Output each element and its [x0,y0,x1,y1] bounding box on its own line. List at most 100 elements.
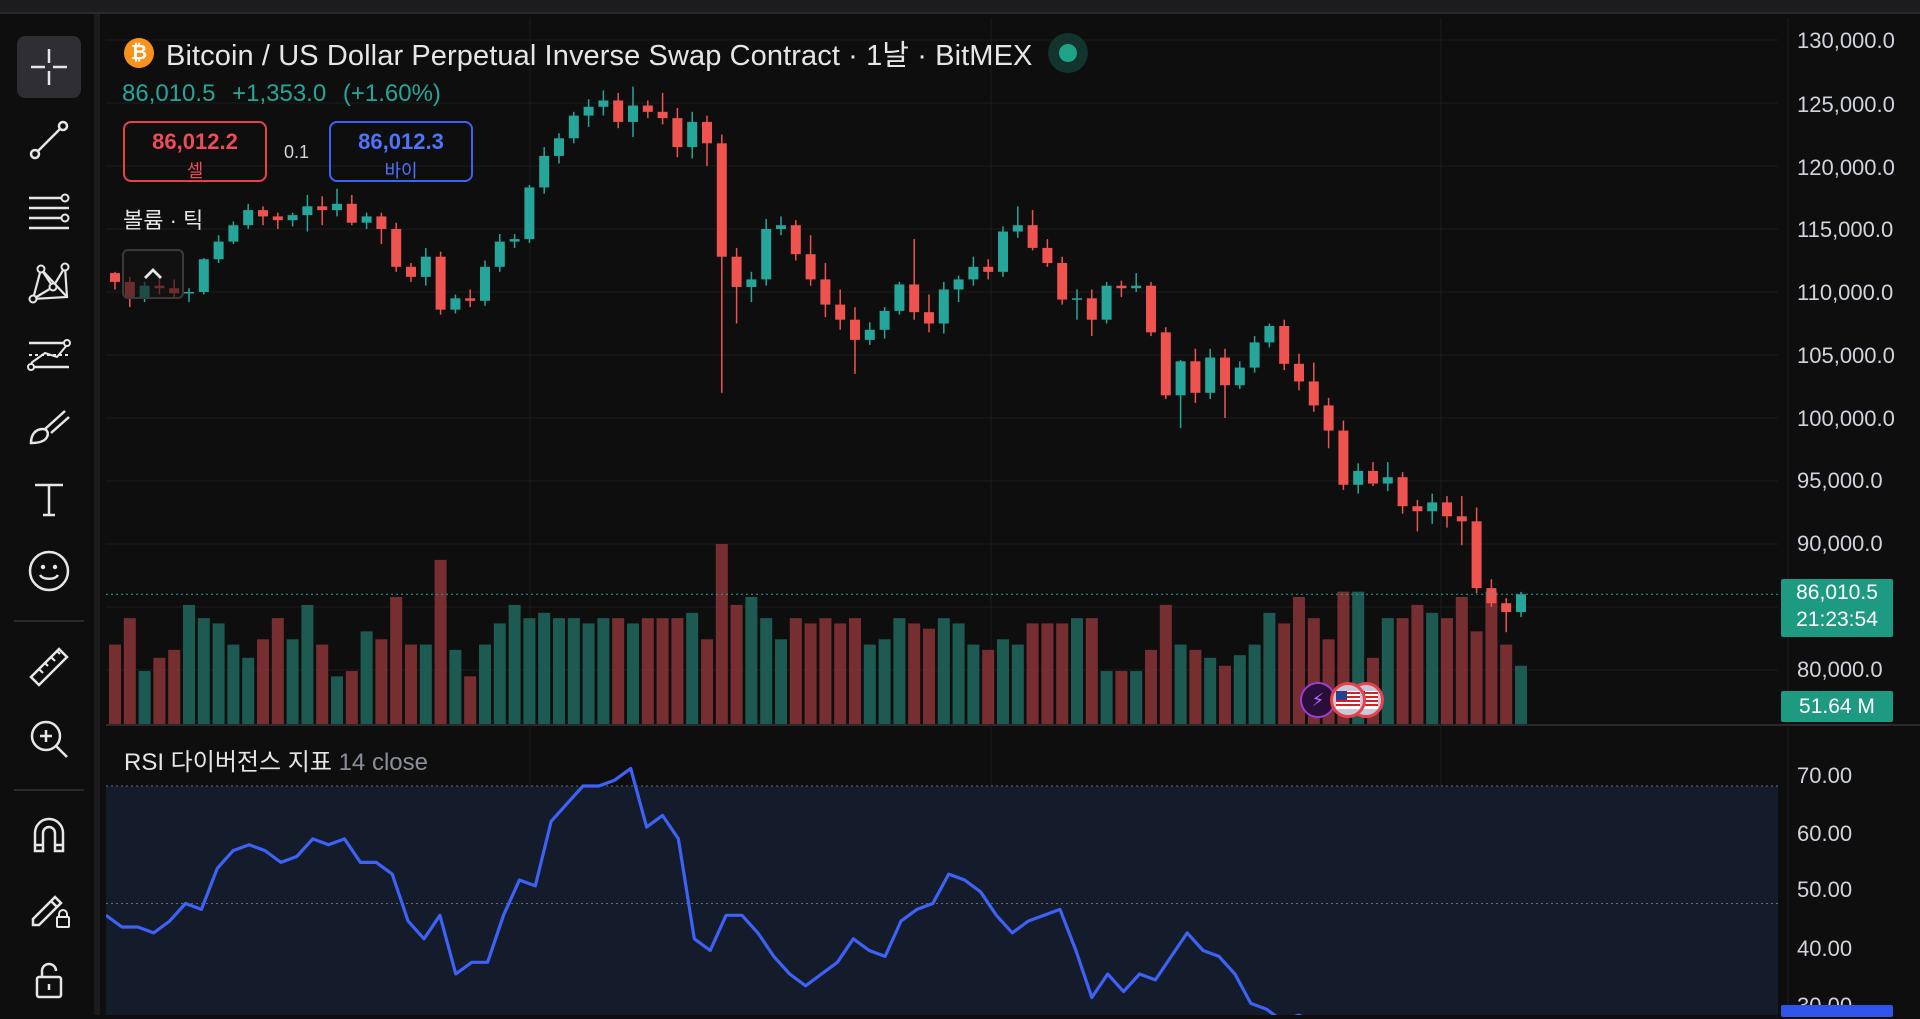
chevron-up-icon [144,268,162,279]
candle-body [1116,285,1127,289]
volume-bar [183,604,195,724]
zoom-in-tool[interactable] [17,708,81,770]
volume-bar [1085,618,1098,724]
bitcoin-icon: ₿ [124,38,154,68]
candle-body [1190,361,1201,393]
forecast-icon [27,339,71,371]
sell-price: 86,012.2 [152,129,238,154]
candle-body [583,106,594,116]
candle-body [1397,477,1408,507]
candle-body [1249,342,1260,368]
lock-drawing-tool[interactable] [17,876,81,938]
price-summary: 86,010.5 +1,353.0 (+1.60%) [122,80,451,108]
volume-bar [301,604,314,724]
sell-button[interactable]: 86,012.2 셀 [123,121,267,182]
volume-bar [464,676,477,724]
candle-body [494,241,505,267]
brush-tool[interactable] [17,396,81,458]
buy-price: 86,012.3 [358,129,444,154]
forecast-tool[interactable] [17,324,81,386]
candle-body [1427,502,1438,512]
volume-bar [1441,618,1453,724]
candle-body [450,298,461,310]
volume-bar [627,623,639,724]
volume-bar [937,618,950,724]
volume-indicator-label[interactable]: 볼륨 · 틱 [123,208,204,233]
emoji-tool[interactable] [17,540,81,602]
toolbar-divider [14,789,84,791]
ruler-tool[interactable] [17,636,81,698]
candle-body [1042,247,1053,264]
rsi-band-fill [106,786,1778,1015]
candle-body [864,329,875,340]
candle-body [228,225,239,242]
volume-bar [1174,644,1187,724]
magnet-tool[interactable] [17,804,81,866]
trend-line-icon [29,120,69,160]
candle-body [1057,263,1068,300]
volume-bar [1071,618,1083,724]
symbol-header[interactable]: ₿ Bitcoin / US Dollar Perpetual Inverse … [124,32,1089,74]
candle-body [258,210,268,217]
candle-body [524,187,535,240]
unlock-icon [35,962,63,999]
collapse-legend-button[interactable] [122,249,184,299]
candle-body [850,319,860,340]
volume-bar [1381,618,1394,724]
price-axis-label: 105,000.0 [1797,343,1895,368]
candle-body [1086,298,1097,320]
candle-body [628,105,638,122]
fib-retracement-icon [29,193,70,230]
spread-value: 0.1 [284,142,310,162]
market-status-icon[interactable] [1048,33,1089,73]
us-flag-event-icon[interactable] [1330,682,1366,718]
candle-body [1146,285,1156,333]
volume-bar [612,618,625,724]
rsi-axis-label: 50.00 [1797,877,1853,902]
rsi-indicator-label[interactable]: RSI 다이버전스 지표 14 close [124,742,428,777]
volume-bar [1219,665,1231,724]
candle-body [1442,502,1452,517]
candle-body [1072,298,1082,300]
chart-area[interactable] [106,18,1920,1015]
candle-body [568,115,579,139]
volume-bar [1056,623,1069,724]
buy-button[interactable]: 86,012.3 바이 [329,121,473,182]
text-tool[interactable] [17,468,81,530]
volume-bar [1159,604,1172,724]
candle-body [1294,363,1304,382]
crosshair-icon [31,49,67,85]
candle-body [1412,506,1423,512]
candle-body [761,229,772,280]
unlock-tool[interactable] [17,948,81,1010]
candle-body [1456,516,1467,522]
candle-body [716,143,727,257]
candle-body [1308,381,1319,406]
candle-body [1160,332,1171,396]
price-axis-label: 110,000.0 [1797,280,1894,305]
volume-bar [1011,644,1024,724]
fib-retracement-tool[interactable] [17,181,81,243]
symbol-title[interactable]: Bitcoin / US Dollar Perpetual Inverse Sw… [166,40,1033,72]
pattern-tool[interactable] [17,252,81,314]
volume-bar [908,623,921,724]
crosshair-tool[interactable] [17,36,81,98]
candle-body [1338,430,1349,485]
candle-body [361,216,372,223]
rsi-axis-label: 40.00 [1797,936,1853,961]
candle-body [1353,470,1364,485]
last-price: 86,010.5 [122,80,216,107]
candle-body [1131,285,1142,289]
price-axis-label: 90,000.0 [1797,531,1883,556]
volume-bar [331,676,343,724]
candle-body [539,155,550,188]
candle-body [687,121,698,148]
magnet-icon [33,817,65,853]
volume-bar [1041,623,1054,724]
trend-line-tool[interactable] [17,109,81,171]
candle-body [835,304,846,320]
candle-body [998,231,1008,272]
chart-canvas[interactable] [106,18,1920,1015]
candle-body [924,312,934,324]
volume-bar [760,618,773,724]
